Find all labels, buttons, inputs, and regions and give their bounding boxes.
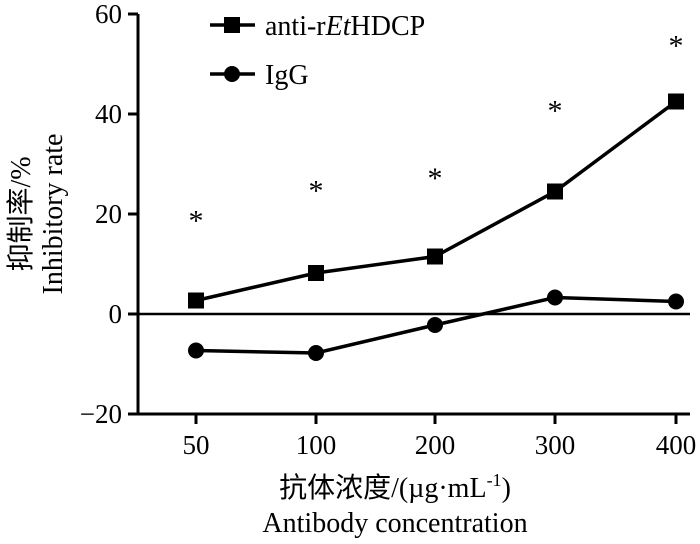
y-axis-title: 抑制率/% Inhibitory rate bbox=[5, 134, 69, 295]
significance-star: * bbox=[189, 205, 204, 238]
data-point-square bbox=[427, 248, 443, 265]
y-axis-title-en: Inhibitory rate bbox=[38, 134, 69, 295]
significance-star: * bbox=[669, 30, 684, 63]
y-tick-label: 20 bbox=[95, 199, 122, 229]
y-tick-label: 40 bbox=[95, 99, 122, 129]
y-ticks: −20 0 20 40 60 bbox=[80, 0, 138, 429]
y-tick-label: −20 bbox=[80, 399, 122, 429]
x-axis-title-cn: 抗体浓度/(µg·mL-1) bbox=[279, 470, 511, 504]
legend: anti-rEtHDCP IgG bbox=[210, 11, 425, 91]
legend-label-anti: anti-rEtHDCP bbox=[265, 11, 425, 42]
legend-label-igg: IgG bbox=[265, 60, 309, 91]
legend-circle-marker bbox=[224, 66, 240, 82]
series-line-0 bbox=[195, 100, 678, 303]
data-point-square bbox=[668, 93, 684, 110]
data-point-square bbox=[547, 183, 563, 200]
x-axis-title-en: Antibody concentration bbox=[262, 508, 527, 539]
x-tick-label: 200 bbox=[415, 430, 456, 460]
y-axis-title-cn: 抑制率/% bbox=[5, 156, 37, 271]
x-tick-label: 100 bbox=[296, 430, 337, 460]
legend-square-marker bbox=[224, 17, 240, 33]
data-point-circle bbox=[308, 345, 324, 361]
data-point-circle bbox=[547, 289, 563, 306]
data-point-circle bbox=[668, 293, 684, 310]
significance-star: * bbox=[309, 175, 324, 208]
data-point-square bbox=[308, 265, 324, 281]
significance-markers: * * * * * bbox=[189, 30, 684, 238]
x-tick-label: 300 bbox=[535, 430, 576, 460]
significance-star: * bbox=[548, 95, 563, 128]
data-point-circle bbox=[427, 317, 443, 333]
series-layer bbox=[188, 93, 684, 361]
data-point-circle bbox=[188, 342, 204, 359]
y-tick-label: 0 bbox=[109, 299, 123, 329]
data-point-square bbox=[188, 292, 204, 309]
y-tick-label: 60 bbox=[95, 0, 122, 29]
x-tick-label: 50 bbox=[183, 430, 210, 460]
significance-star: * bbox=[428, 162, 443, 195]
x-ticks: 50 100 200 300 400 bbox=[183, 414, 697, 460]
x-tick-label: 400 bbox=[656, 430, 697, 460]
